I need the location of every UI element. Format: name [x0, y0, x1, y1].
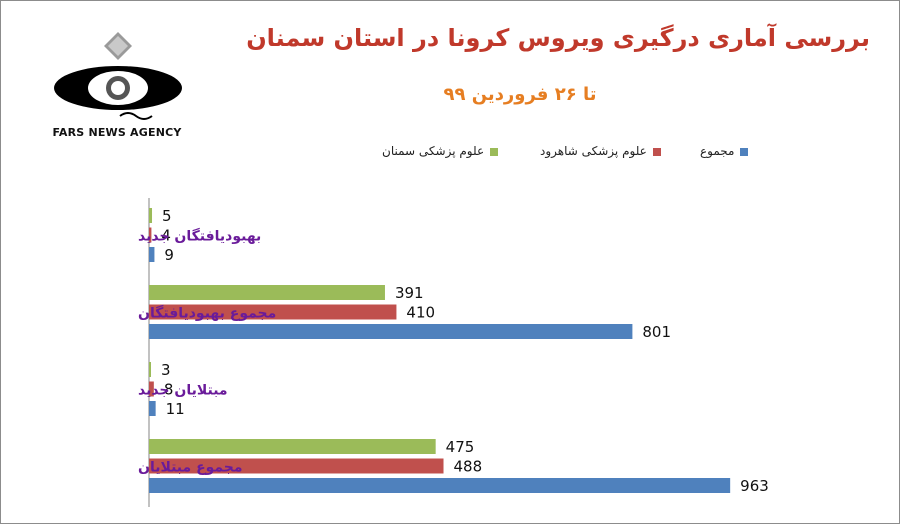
- value-label-total-3: 963: [740, 477, 769, 495]
- value-label-shahroud-0: 4: [161, 227, 171, 245]
- legend-label-semnan: علوم پزشکی سمنان: [382, 144, 485, 158]
- value-label-shahroud-2: 8: [164, 381, 174, 399]
- bar-total-3: [149, 478, 731, 493]
- chart-title: بررسی آماری درگیری ویروس کرونا در استان …: [246, 24, 870, 52]
- category-label-3: مجموع مبتلایان: [138, 460, 243, 476]
- bar-semnan-3: [149, 439, 436, 454]
- legend-swatch-shahroud: [652, 147, 661, 156]
- value-label-semnan-3: 475: [446, 438, 475, 456]
- legend-item-total: مجموع: [700, 144, 749, 158]
- bar-semnan-1: [149, 285, 385, 300]
- value-label-total-2: 11: [166, 400, 185, 418]
- bar-total-1: [149, 324, 633, 339]
- category-label-0: بهبودیافتگان جدید: [138, 228, 261, 245]
- bar-semnan-2: [149, 362, 151, 377]
- value-label-shahroud-1: 410: [406, 304, 435, 322]
- bar-total-0: [149, 247, 155, 262]
- legend-label-total: مجموع: [700, 144, 735, 158]
- chart-subtitle: تا ۲۶ فروردین ۹۹: [443, 84, 597, 105]
- value-label-semnan-0: 5: [162, 207, 172, 225]
- legend-swatch-semnan: [490, 147, 499, 156]
- legend-swatch-total: [740, 147, 749, 156]
- agency-name: FARS NEWS AGENCY: [52, 126, 182, 139]
- bar-semnan-0: [149, 208, 153, 223]
- category-labels: بهبودیافتگان جدید مجموع بهبودیافتگان مبتلا…: [138, 228, 276, 476]
- bar-shahroud-3: [149, 458, 444, 474]
- bar-shahroud-1: [149, 304, 397, 320]
- value-label-total-1: 801: [642, 323, 671, 341]
- bars-group: 5 49 391 410 801 3 811 475 488 963: [149, 207, 769, 495]
- category-label-2: مبتلایان جدید: [138, 383, 228, 399]
- value-label-semnan-2: 3: [161, 361, 171, 379]
- bar-shahroud-2: [149, 381, 154, 397]
- bar-shahroud-0: [149, 227, 152, 243]
- bar-total-2: [149, 401, 156, 416]
- legend-label-shahroud: علوم پزشکی شاهرود: [540, 144, 647, 158]
- value-label-total-0: 9: [164, 246, 174, 264]
- value-label-semnan-1: 391: [395, 284, 424, 302]
- legend-item-semnan: علوم پزشکی سمنان: [382, 144, 499, 158]
- value-label-shahroud-3: 488: [454, 458, 483, 476]
- legend: مجموع علوم پزشکی شاهرود علوم پزشکی سمنان: [360, 144, 760, 164]
- fars-news-logo: [54, 32, 182, 120]
- legend-item-shahroud: علوم پزشکی شاهرود: [540, 144, 661, 158]
- category-label-1: مجموع بهبودیافتگان: [138, 305, 276, 322]
